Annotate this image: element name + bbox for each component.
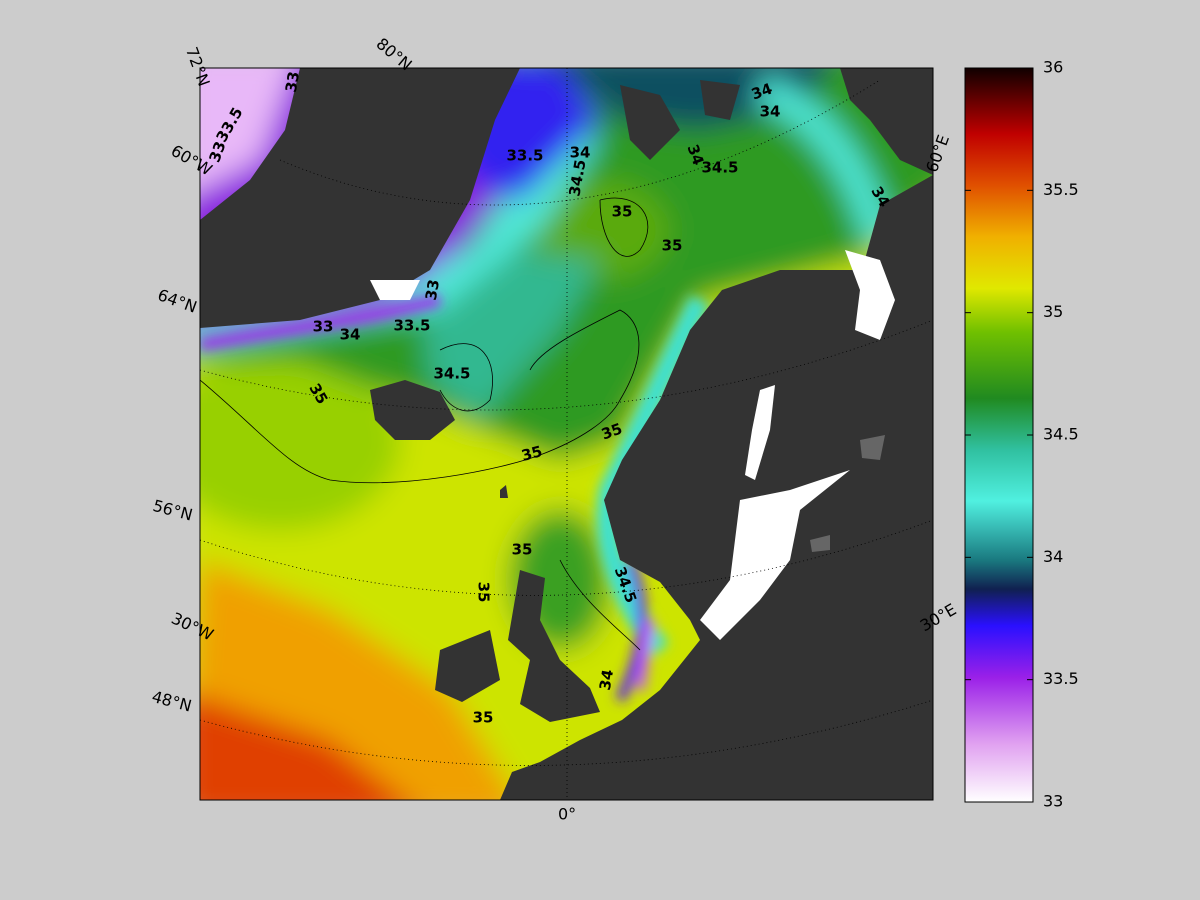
svalbard bbox=[620, 85, 680, 160]
grid-label: 56°N bbox=[151, 496, 195, 525]
colorbar-tick-label: 33 bbox=[1043, 792, 1063, 811]
colorbar-tick-label: 34 bbox=[1043, 547, 1063, 566]
contour-label: 34.5 bbox=[433, 365, 470, 383]
island bbox=[700, 80, 740, 120]
grid-label: 72°N bbox=[182, 44, 214, 88]
grid-label: 64°N bbox=[155, 285, 199, 317]
scandinavia-europe bbox=[500, 175, 933, 800]
contour-label: 35 bbox=[519, 442, 544, 465]
contour-label: 34 bbox=[596, 668, 617, 692]
map-area bbox=[200, 68, 933, 800]
novaya-zemlya bbox=[840, 68, 933, 175]
ireland bbox=[435, 630, 500, 702]
contour-label: 34 bbox=[760, 103, 781, 121]
contour-lines bbox=[200, 197, 649, 651]
contour-label: 33 bbox=[313, 318, 334, 336]
contour-label: 35 bbox=[475, 582, 493, 603]
ice-patch bbox=[370, 280, 420, 300]
colorbar-tick-label: 33.5 bbox=[1043, 669, 1079, 688]
colorbar-tick-label: 35 bbox=[1043, 302, 1063, 321]
contour-label: 34 bbox=[570, 144, 591, 162]
ice-and-inland-seas bbox=[370, 250, 895, 640]
faroe bbox=[500, 485, 508, 498]
graticule bbox=[200, 68, 933, 800]
contour-label: 34 bbox=[340, 326, 361, 344]
contour-label: 35 bbox=[612, 203, 633, 221]
contour-label: 33.5 bbox=[393, 317, 430, 335]
contour-label: 35 bbox=[662, 237, 683, 255]
great-britain bbox=[508, 570, 600, 722]
greenland bbox=[200, 68, 520, 328]
contour-label: 33.5 bbox=[506, 147, 543, 165]
contour-label: 35 bbox=[473, 709, 494, 727]
contour-label: 35 bbox=[512, 541, 533, 559]
grid-label: 0° bbox=[558, 805, 576, 824]
land bbox=[200, 68, 933, 800]
map-frame bbox=[199, 67, 934, 801]
colorbar-tick-label: 34.5 bbox=[1043, 425, 1079, 444]
contour-label: 33 bbox=[282, 70, 303, 94]
gulf-of-bothnia bbox=[745, 385, 775, 480]
lakes bbox=[810, 435, 885, 552]
colorbar-tick-label: 35.5 bbox=[1043, 180, 1079, 199]
baltic bbox=[700, 470, 850, 640]
iceland bbox=[370, 380, 455, 440]
grid-label: 48°N bbox=[150, 687, 194, 716]
colorbar: 33 33.5 34 34.5 35 35.5 36 bbox=[964, 58, 1079, 811]
colorbar-ramp bbox=[964, 67, 1034, 803]
contour-label: 34.5 bbox=[701, 159, 738, 177]
colorbar-tick-label: 36 bbox=[1043, 58, 1063, 77]
white-sea bbox=[845, 250, 895, 340]
contour-label: 33 bbox=[422, 278, 443, 302]
